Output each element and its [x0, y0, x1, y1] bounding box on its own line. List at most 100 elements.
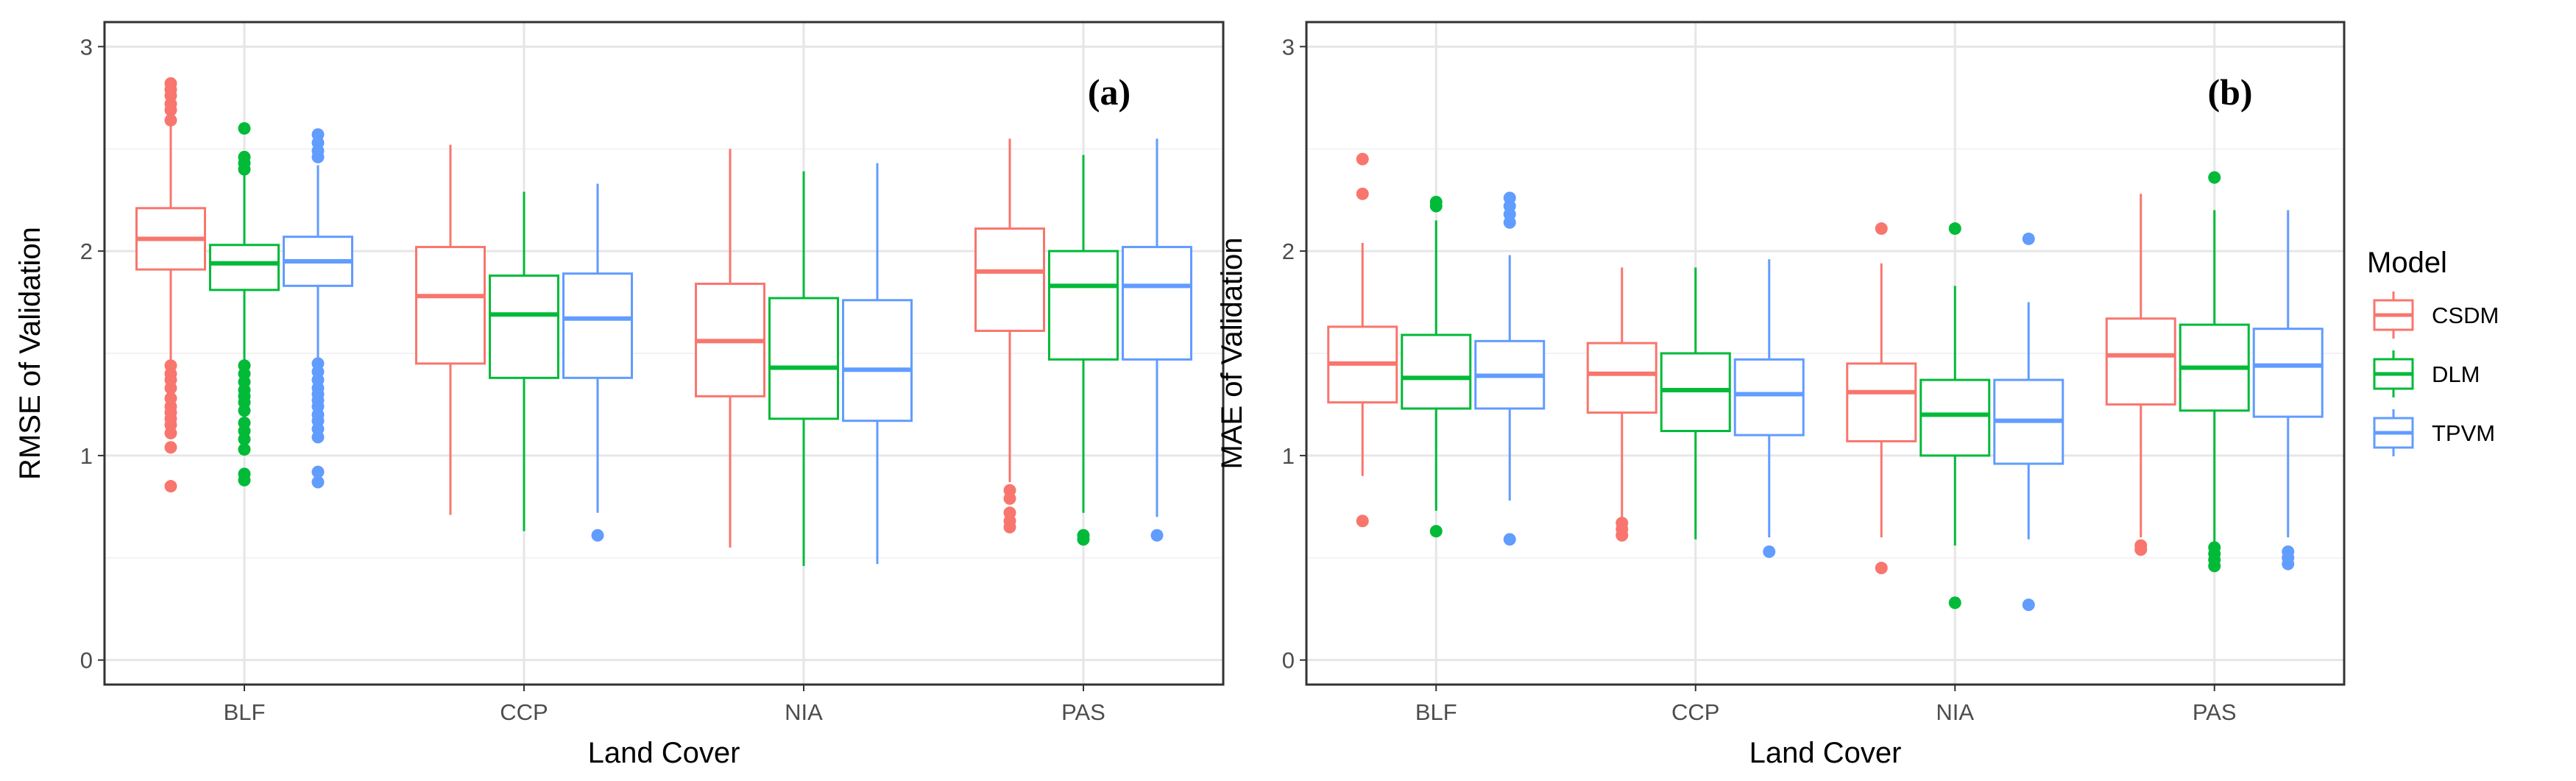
outlier-point — [1150, 529, 1164, 542]
panel-b-label: (b) — [2207, 71, 2252, 113]
outlier-point — [1429, 195, 1443, 208]
panel-b-box-dlm-ccp — [1660, 267, 1731, 540]
outlier-point — [164, 359, 177, 372]
panel-b-box-tpvm-ccp — [1733, 259, 1805, 558]
panel-a-box-csdm-pas — [974, 138, 1045, 534]
box-iqr — [415, 246, 486, 365]
outlier-point — [1003, 506, 1016, 520]
panel-a-y-tick-label: 2 — [80, 238, 93, 264]
panel-b-frame — [1305, 21, 2346, 686]
outlier-point — [238, 467, 251, 481]
panel-a-box-csdm-ccp — [415, 144, 486, 515]
legend-key-tpvm — [2367, 406, 2420, 459]
panel-b-box-tpvm-blf — [1474, 191, 1546, 546]
outlier-point — [1356, 515, 1369, 528]
panel-b-y-tick-label: 1 — [1282, 443, 1295, 469]
panel-b-box-csdm-ccp — [1586, 267, 1657, 542]
panel-b-box-csdm-blf — [1327, 152, 1398, 528]
box-iqr — [1846, 362, 1917, 442]
outlier-point — [2022, 598, 2035, 612]
box-iqr — [974, 227, 1045, 332]
panel-a-box-tpvm-ccp — [562, 183, 633, 542]
outlier-point — [1948, 596, 1961, 609]
outlier-point — [238, 359, 251, 372]
outlier-point — [1616, 517, 1629, 530]
panel-b-box-tpvm-nia — [1993, 232, 2064, 612]
panel-b-box-tpvm-pas — [2252, 210, 2324, 570]
panel-b-y-tick-label: 3 — [1282, 34, 1295, 60]
panel-a-box-tpvm-pas — [1122, 138, 1192, 542]
outlier-point — [1429, 525, 1443, 538]
outlier-point — [164, 77, 177, 90]
panel-b-box-dlm-pas — [2179, 171, 2250, 573]
outlier-point — [2208, 541, 2221, 554]
panel-b-x-ticks: BLF CCP NIA PAS — [1415, 685, 2237, 725]
panel-b-box-dlm-nia — [1919, 222, 1991, 609]
legend-key-csdm — [2367, 289, 2420, 342]
box-iqr — [1733, 358, 1805, 437]
legend-items: CSDM DLM TPVM — [2367, 289, 2499, 459]
outlier-point — [1503, 533, 1516, 546]
panel-a-box-dlm-pas — [1048, 155, 1119, 546]
box-iqr — [1122, 246, 1192, 361]
panel-a-box-tpvm-nia — [842, 163, 913, 565]
legend-label-dlm: DLM — [2432, 361, 2480, 387]
panel-a-box-dlm-nia — [768, 171, 839, 566]
panel-a-x-tick-label: CCP — [500, 699, 548, 725]
panel-a-boxes — [135, 77, 1192, 566]
outlier-point — [1356, 152, 1369, 166]
panel-b-x-tick-label: BLF — [1415, 699, 1457, 725]
outlier-point — [164, 480, 177, 493]
outlier-point — [238, 150, 251, 163]
panel-b-box-csdm-pas — [2105, 194, 2176, 556]
box-iqr — [768, 297, 839, 420]
box-iqr — [842, 299, 913, 423]
legend: Model CSDM DLM TPVM — [2367, 247, 2499, 459]
outlier-point — [1003, 484, 1016, 497]
outlier-point — [311, 476, 325, 489]
outlier-point — [2208, 171, 2221, 184]
box-iqr — [562, 272, 633, 379]
panel-a-y-tick-label: 3 — [80, 34, 93, 60]
outlier-point — [238, 121, 251, 135]
panel-a-y-ticks: 0 1 2 3 — [80, 34, 105, 674]
panel-a-box-tpvm-blf — [283, 128, 353, 489]
panel-a: 0 1 2 3 BLF CCP NIA PAS Land Cover RMSE of Val… — [14, 21, 1225, 769]
outlier-point — [311, 465, 325, 478]
outlier-point — [1503, 191, 1516, 205]
panel-a-box-dlm-blf — [209, 121, 280, 487]
panel-a-frame — [103, 21, 1225, 686]
panel-a-x-ticks: BLF CCP NIA PAS — [224, 685, 1105, 725]
outlier-point — [2134, 539, 2148, 552]
legend-key-dlm — [2367, 347, 2420, 400]
outlier-point — [164, 441, 177, 454]
panel-a-y-tick-label: 1 — [80, 443, 93, 469]
outlier-point — [1763, 545, 1776, 558]
legend-title: Model — [2367, 247, 2447, 279]
outlier-point — [164, 392, 177, 405]
panel-b-y-axis-title: MAE of Validation — [1216, 238, 1248, 470]
outlier-point — [1356, 187, 1369, 200]
panel-b-x-axis-title: Land Cover — [1749, 737, 1902, 769]
panel-b-boxes — [1327, 152, 2324, 612]
outlier-point — [238, 443, 251, 456]
outlier-point — [1875, 222, 1888, 236]
panel-a-x-axis-title: Land Cover — [588, 737, 740, 769]
outlier-point — [311, 357, 325, 370]
outlier-point — [591, 529, 604, 542]
panel-b-y-tick-label: 2 — [1282, 238, 1295, 264]
outlier-point — [2282, 545, 2295, 558]
panel-b-x-tick-label: PAS — [2193, 699, 2237, 725]
panel-a-y-axis-title: RMSE of Validation — [14, 227, 46, 480]
panel-b-y-ticks: 0 1 2 3 — [1282, 34, 1306, 674]
panel-a-x-tick-label: BLF — [224, 699, 266, 725]
outlier-point — [1875, 562, 1888, 575]
panel-b-box-csdm-nia — [1846, 222, 1917, 575]
box-iqr — [1401, 333, 1472, 410]
box-iqr — [1919, 378, 1991, 457]
legend-label-tpvm: TPVM — [2432, 420, 2495, 446]
outlier-point — [164, 113, 177, 127]
box-iqr — [1048, 250, 1119, 361]
panel-b-box-dlm-blf — [1401, 195, 1472, 538]
